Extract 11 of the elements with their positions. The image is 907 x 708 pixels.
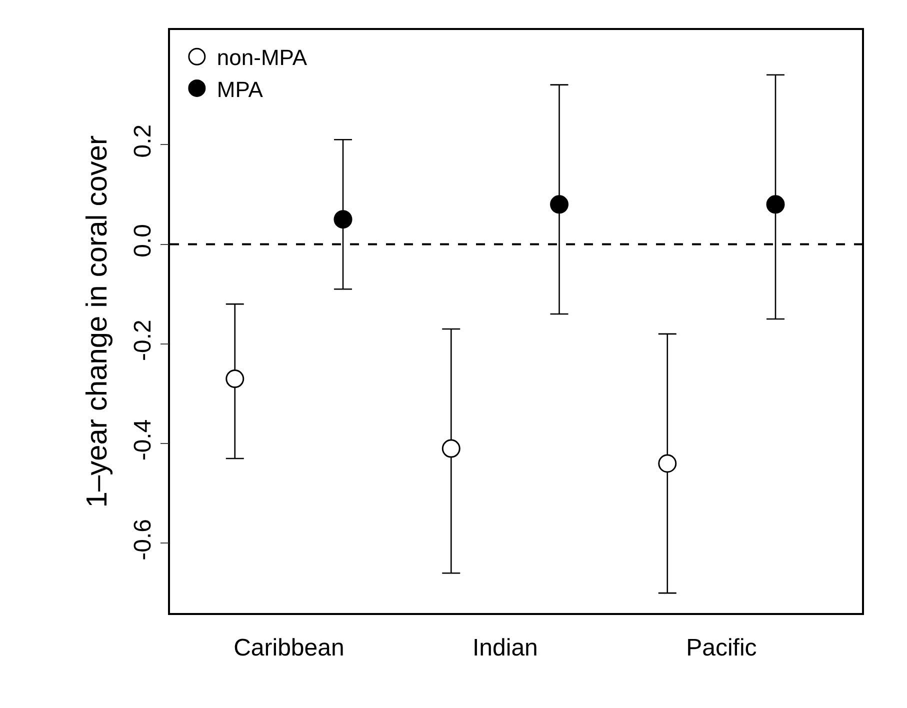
x-tick-label: Caribbean (234, 634, 344, 662)
y-axis-title: 1–year change in coral cover (82, 134, 114, 508)
y-tick-label: 0.2 (130, 124, 157, 158)
legend-label: non-MPA (216, 45, 308, 70)
y-tick-label: -0.2 (130, 320, 157, 361)
y-tick-label: 0.0 (130, 224, 157, 258)
y-tick-label: -0.6 (130, 518, 157, 560)
x-tick-label: Indian (472, 634, 538, 662)
y-tick-label: -0.4 (130, 419, 157, 461)
legend-label: MPA (216, 76, 264, 102)
x-tick-label: Pacific (686, 634, 757, 662)
